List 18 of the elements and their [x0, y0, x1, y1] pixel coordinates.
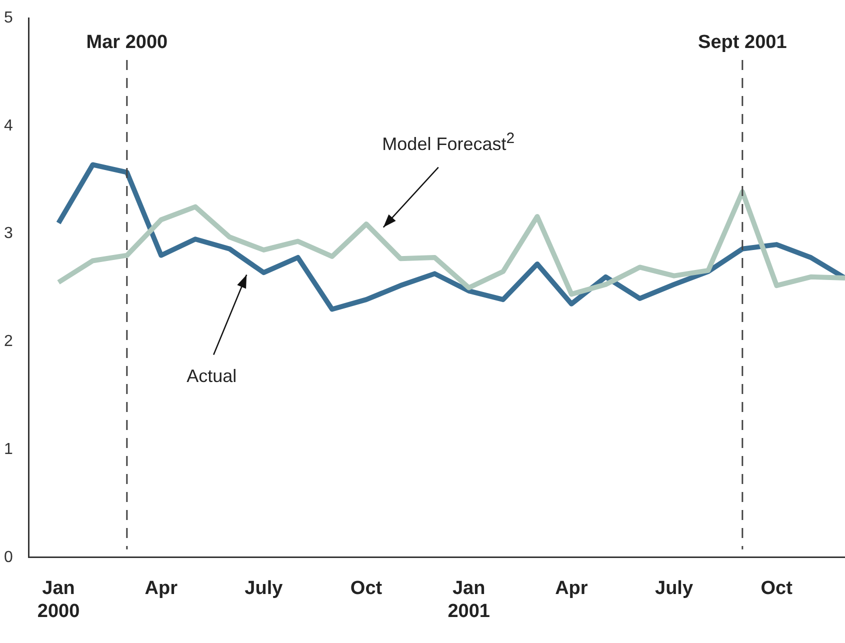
y-tick-label: 4 [4, 117, 13, 134]
y-tick-label: 0 [4, 548, 13, 566]
x-tick-label: Apr [555, 578, 588, 600]
x-tick-label: Oct [760, 578, 794, 600]
y-tick-label: 2 [4, 333, 13, 350]
y-tick-label: 3 [4, 225, 13, 242]
y-tick-label: 5 [4, 9, 13, 26]
x-tick-label: Jan 2000 [37, 578, 80, 622]
text: Model Forecast$^{2}$ [382, 129, 515, 156]
y-tick-label: 1 [4, 440, 13, 458]
text: Actual [186, 364, 237, 387]
ref-line-label: Sept 2001 [698, 32, 788, 53]
ref-line-label: Mar 2000 [86, 32, 168, 53]
x-tick-label: Oct [350, 578, 383, 600]
x-tick-label: Jan 2001 [448, 578, 490, 622]
x-tick-label: July [655, 578, 694, 600]
x-tick-label: Apr [144, 578, 178, 600]
x-tick-label: July [244, 578, 284, 600]
